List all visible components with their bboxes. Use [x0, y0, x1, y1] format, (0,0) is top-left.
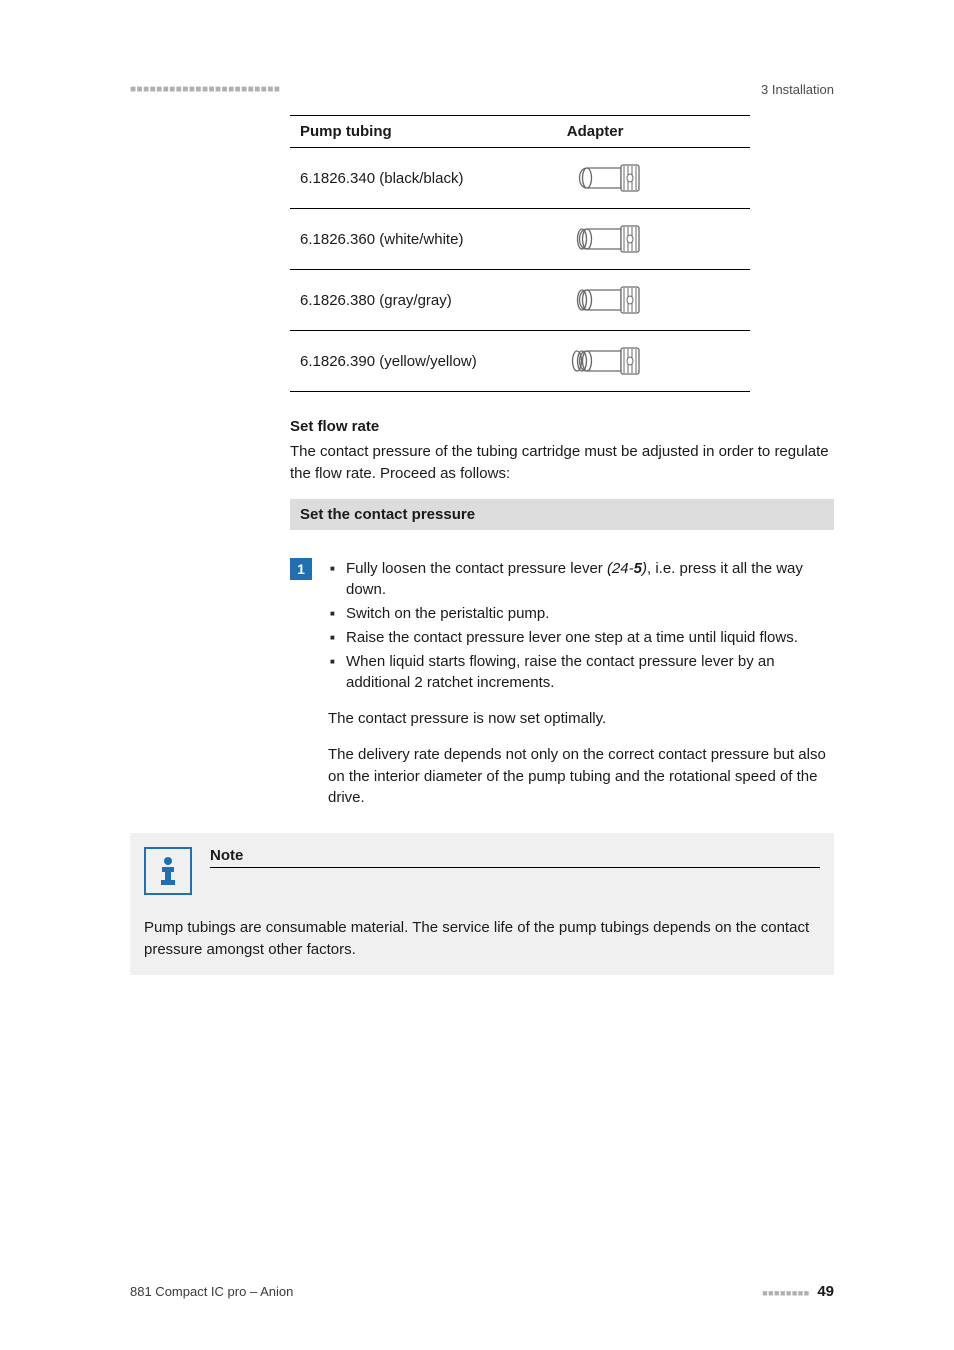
step-result-1: The contact pressure is now set optimall…	[328, 708, 834, 730]
adapter-cell	[557, 209, 750, 270]
adapter-cell	[557, 331, 750, 392]
header-dots-left: ■■■■■■■■■■■■■■■■■■■■■■■	[130, 84, 280, 95]
info-icon	[144, 847, 192, 895]
pump-tubing-cell: 6.1826.390 (yellow/yellow)	[290, 331, 557, 392]
footer-page-number: 49	[817, 1283, 834, 1300]
table-row: 6.1826.380 (gray/gray)	[290, 270, 750, 331]
table-row: 6.1826.390 (yellow/yellow)	[290, 331, 750, 392]
list-item: When liquid starts flowing, raise the co…	[346, 651, 834, 695]
footer-dots: ■■■■■■■■	[762, 1288, 810, 1298]
pump-tubing-cell: 6.1826.380 (gray/gray)	[290, 270, 557, 331]
table-row: 6.1826.340 (black/black)	[290, 148, 750, 209]
footer-doc-title: 881 Compact IC pro – Anion	[130, 1284, 293, 1299]
list-item: Fully loosen the contact pressure lever …	[346, 558, 834, 602]
pump-tubing-table: Pump tubing Adapter 6.1826.340 (black/bl…	[290, 115, 750, 392]
step-bullets: Fully loosen the contact pressure lever …	[328, 558, 834, 695]
note-title: Note	[210, 847, 820, 868]
step-result-2: The delivery rate depends not only on th…	[328, 744, 834, 809]
section-flow-title: Set flow rate	[290, 418, 834, 435]
table-row: 6.1826.360 (white/white)	[290, 209, 750, 270]
flow-intro-text: The contact pressure of the tubing cartr…	[290, 441, 834, 485]
list-item: Raise the contact pressure lever one ste…	[346, 627, 834, 649]
th-adapter: Adapter	[557, 116, 750, 148]
th-pump: Pump tubing	[290, 116, 557, 148]
procedure-bar: Set the contact pressure	[290, 499, 834, 530]
header-chapter: 3 Installation	[761, 82, 834, 97]
list-item: Switch on the peristaltic pump.	[346, 603, 834, 625]
pump-tubing-cell: 6.1826.360 (white/white)	[290, 209, 557, 270]
adapter-cell	[557, 270, 750, 331]
note-text: Pump tubings are consumable material. Th…	[144, 917, 820, 961]
adapter-cell	[557, 148, 750, 209]
note-box: Note Pump tubings are consumable materia…	[130, 833, 834, 975]
step-number-1: 1	[290, 558, 312, 580]
pump-tubing-cell: 6.1826.340 (black/black)	[290, 148, 557, 209]
